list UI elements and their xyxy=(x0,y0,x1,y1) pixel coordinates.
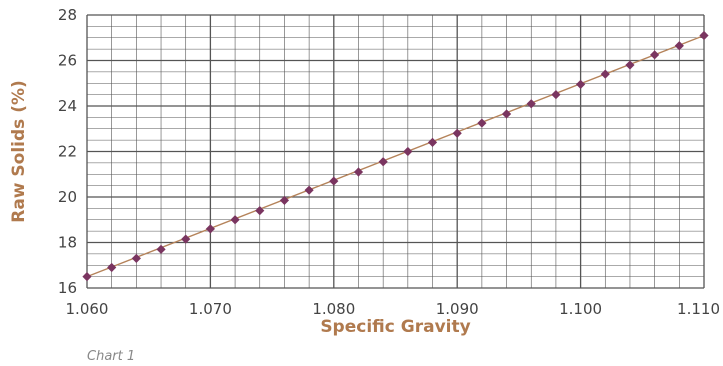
data-point xyxy=(82,272,92,282)
data-point xyxy=(156,244,166,254)
data-point xyxy=(625,60,635,70)
data-point xyxy=(279,195,290,206)
data-point xyxy=(699,30,709,41)
y-tick-label: 26 xyxy=(58,52,77,70)
chart-caption: Chart 1 xyxy=(87,349,135,364)
data-point xyxy=(650,50,660,60)
data-point xyxy=(304,185,314,195)
x-tick-label: 1.080 xyxy=(312,300,355,318)
data-point xyxy=(181,234,191,244)
y-tick-label: 28 xyxy=(58,6,77,24)
y-tick-label: 22 xyxy=(58,143,77,161)
x-axis-title: Specific Gravity xyxy=(320,317,470,337)
x-tick-label: 1.070 xyxy=(189,300,232,318)
y-tick-label: 16 xyxy=(58,279,77,297)
data-point xyxy=(131,253,141,264)
y-tick-label: 24 xyxy=(58,97,77,115)
data-point xyxy=(427,137,438,147)
x-tick-label: 1.090 xyxy=(436,300,479,318)
y-tick-label: 20 xyxy=(58,188,77,206)
data-point xyxy=(403,146,413,157)
data-point xyxy=(230,215,240,225)
data-point xyxy=(674,41,684,51)
data-point xyxy=(501,109,512,119)
data-point xyxy=(551,90,561,100)
data-points xyxy=(82,30,709,282)
data-point xyxy=(353,167,364,177)
x-tick-label: 1.060 xyxy=(66,300,109,318)
data-point xyxy=(205,224,215,234)
grid xyxy=(86,14,705,289)
y-axis-title: Raw Solids (%) xyxy=(9,80,29,223)
data-point xyxy=(107,262,117,273)
series-line xyxy=(86,34,705,278)
data-point xyxy=(526,99,536,109)
data-point xyxy=(255,206,265,216)
data-point xyxy=(576,79,586,89)
data-point xyxy=(452,128,462,138)
data-point xyxy=(329,176,339,186)
x-tick-labels: 1.060 1.070 1.080 1.090 1.100 1.110 xyxy=(66,300,720,318)
data-point xyxy=(378,157,388,167)
x-tick-label: 1.110 xyxy=(677,300,720,318)
y-tick-labels: 16 18 20 22 24 26 28 xyxy=(58,6,77,297)
data-point xyxy=(477,118,487,128)
x-tick-label: 1.100 xyxy=(559,300,602,318)
y-tick-label: 18 xyxy=(58,234,77,252)
data-point xyxy=(600,69,610,79)
